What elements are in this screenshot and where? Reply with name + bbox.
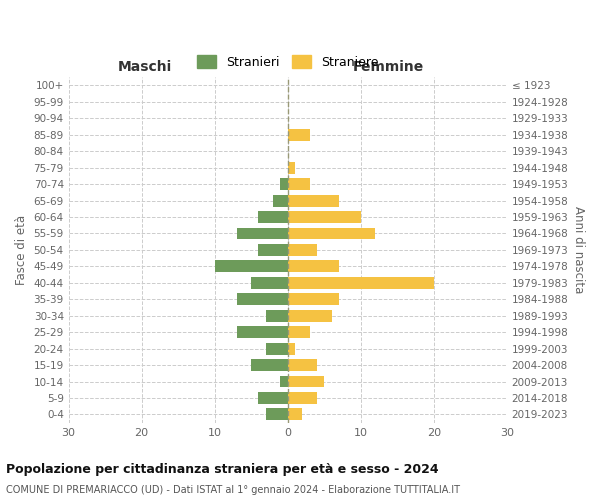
Bar [287, 359, 317, 371]
Bar [266, 342, 287, 354]
Bar [251, 359, 287, 371]
Bar [287, 277, 434, 289]
Bar [287, 244, 317, 256]
Text: COMUNE DI PREMARIACCO (UD) - Dati ISTAT al 1° gennaio 2024 - Elaborazione TUTTIT: COMUNE DI PREMARIACCO (UD) - Dati ISTAT … [6, 485, 460, 495]
Bar [287, 162, 295, 173]
Bar [259, 392, 287, 404]
Bar [280, 178, 287, 190]
Bar [266, 310, 287, 322]
Text: Popolazione per cittadinanza straniera per età e sesso - 2024: Popolazione per cittadinanza straniera p… [6, 462, 439, 475]
Bar [287, 408, 302, 420]
Y-axis label: Fasce di età: Fasce di età [15, 215, 28, 285]
Bar [287, 228, 376, 239]
Y-axis label: Anni di nascita: Anni di nascita [572, 206, 585, 294]
Bar [273, 194, 287, 206]
Bar [287, 129, 310, 140]
Bar [287, 194, 339, 206]
Legend: Stranieri, Straniere: Stranieri, Straniere [191, 49, 385, 75]
Bar [287, 294, 339, 305]
Bar [287, 376, 324, 388]
Text: Maschi: Maschi [118, 60, 172, 74]
Bar [215, 260, 287, 272]
Bar [251, 277, 287, 289]
Bar [259, 244, 287, 256]
Bar [287, 260, 339, 272]
Bar [287, 326, 310, 338]
Bar [287, 392, 317, 404]
Bar [236, 326, 287, 338]
Bar [287, 211, 361, 223]
Text: Femmine: Femmine [353, 60, 424, 74]
Bar [259, 211, 287, 223]
Bar [287, 310, 331, 322]
Bar [287, 342, 295, 354]
Bar [287, 178, 310, 190]
Bar [266, 408, 287, 420]
Bar [280, 376, 287, 388]
Bar [236, 294, 287, 305]
Bar [236, 228, 287, 239]
